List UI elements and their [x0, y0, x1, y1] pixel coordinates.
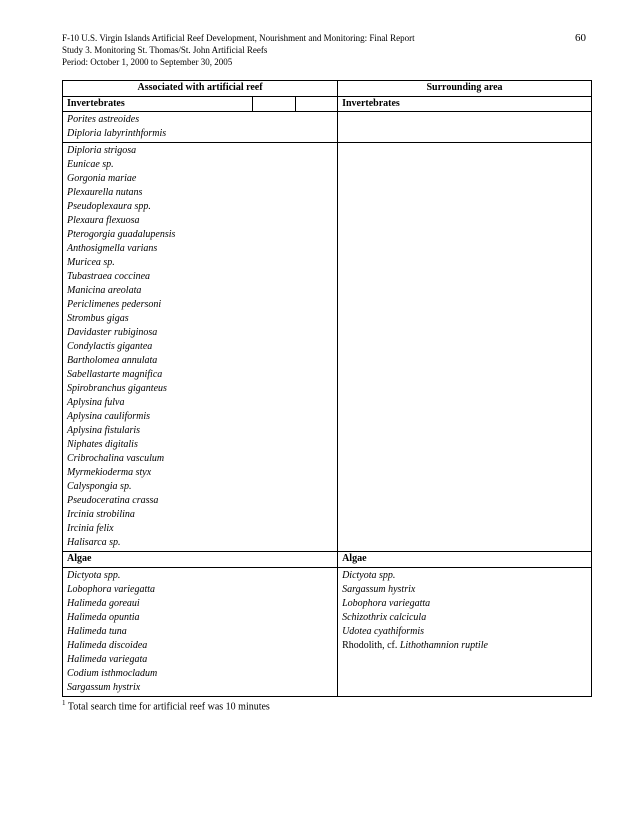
inv-header-left: Invertebrates [63, 96, 253, 112]
list-item: Strombus gigas [67, 312, 333, 326]
list-item: Gorgonia mariae [67, 172, 333, 186]
list-item: Halimeda tuna [67, 625, 333, 639]
list-item: Spirobranchus giganteus [67, 382, 333, 396]
algae-header-right: Algae [338, 552, 592, 568]
inv-right-empty1 [338, 112, 592, 143]
list-item: Dictyota spp. [67, 569, 333, 583]
list-item: Pterogorgia guadalupensis [67, 228, 333, 242]
list-item: Aplysina fistularis [67, 424, 333, 438]
list-item: Plexaura flexuosa [67, 214, 333, 228]
list-item: Diploria labyrinthformis [67, 127, 333, 141]
list-item: Anthosigmella varians [67, 242, 333, 256]
list-item: Cribrochalina vasculum [67, 452, 333, 466]
species-table: Associated with artificial reef Surround… [62, 80, 592, 697]
list-item: Niphates digitalis [67, 438, 333, 452]
header-line2: Study 3. Monitoring St. Thomas/St. John … [62, 44, 415, 56]
inv-header-right: Invertebrates [338, 96, 592, 112]
list-item: Sargassum hystrix [342, 583, 587, 597]
footnote-text: Total search time for artificial reef wa… [68, 701, 270, 712]
list-item: Aplysina cauliformis [67, 410, 333, 424]
list-item: Halimeda discoidea [67, 639, 333, 653]
list-item: Periclimenes pedersoni [67, 298, 333, 312]
inv-block1-cell: Porites astreoidesDiploria labyrinthform… [63, 112, 338, 143]
list-item: Diploria strigosa [67, 144, 333, 158]
list-item: Dictyota spp. [342, 569, 587, 583]
list-item: Halimeda variegata [67, 653, 333, 667]
list-item: Halimeda goreaui [67, 597, 333, 611]
list-item: Halimeda opuntia [67, 611, 333, 625]
empty-cell [295, 96, 337, 112]
page-header: F-10 U.S. Virgin Islands Artificial Reef… [62, 32, 592, 68]
list-item: Eunicae sp. [67, 158, 333, 172]
list-item: Myrmekioderma styx [67, 466, 333, 480]
algae-right-cell: Dictyota spp.Sargassum hystrixLobophora … [338, 567, 592, 696]
list-item: Pseudoplexaura spp. [67, 200, 333, 214]
list-item: Sargassum hystrix [67, 681, 333, 695]
header-line1: F-10 U.S. Virgin Islands Artificial Reef… [62, 32, 415, 44]
inv-right-empty2 [338, 143, 592, 552]
table-header-row: Associated with artificial reef Surround… [63, 81, 592, 97]
list-item: Halisarca sp. [67, 536, 333, 550]
section-algae-row: Algae Algae [63, 552, 592, 568]
list-item: Davidaster rubiginosa [67, 326, 333, 340]
inv-block2-row: Diploria strigosaEunicae sp.Gorgonia mar… [63, 143, 592, 552]
list-item: Aplysina fulva [67, 396, 333, 410]
section-invertebrates-row: Invertebrates Invertebrates [63, 96, 592, 112]
list-item: Udotea cyathiformis [342, 625, 587, 639]
list-item: Pseudoceratina crassa [67, 494, 333, 508]
list-item: Bartholomea annulata [67, 354, 333, 368]
list-item: Sabellastarte magnifica [67, 368, 333, 382]
list-item: Rhodolith, cf. Lithothamnion ruptile [342, 639, 587, 653]
footnote: 1 Total search time for artificial reef … [62, 699, 592, 714]
list-item: Plexaurella nutans [67, 186, 333, 200]
list-item: Lobophora variegatta [67, 583, 333, 597]
col1-header: Associated with artificial reef [63, 81, 338, 97]
inv-block1-row: Porites astreoidesDiploria labyrinthform… [63, 112, 592, 143]
list-item: Muricea sp. [67, 256, 333, 270]
list-item: Porites astreoides [67, 113, 333, 127]
algae-row: Dictyota spp.Lobophora variegattaHalimed… [63, 567, 592, 696]
algae-header-left: Algae [63, 552, 338, 568]
empty-cell [253, 96, 295, 112]
list-item: Ircinia felix [67, 522, 333, 536]
list-item: Codium isthmocladum [67, 667, 333, 681]
list-item: Ircinia strobilina [67, 508, 333, 522]
list-item: Tubastraea coccinea [67, 270, 333, 284]
col2-header: Surrounding area [338, 81, 592, 97]
list-item: Calyspongia sp. [67, 480, 333, 494]
list-item: Condylactis gigantea [67, 340, 333, 354]
list-item: Schizothrix calcicula [342, 611, 587, 625]
algae-left-cell: Dictyota spp.Lobophora variegattaHalimed… [63, 567, 338, 696]
header-line3: Period: October 1, 2000 to September 30,… [62, 56, 415, 68]
inv-block2-cell: Diploria strigosaEunicae sp.Gorgonia mar… [63, 143, 338, 552]
header-left: F-10 U.S. Virgin Islands Artificial Reef… [62, 32, 415, 68]
page-number: 60 [575, 32, 592, 46]
list-item: Lobophora variegatta [342, 597, 587, 611]
list-item: Manicina areolata [67, 284, 333, 298]
